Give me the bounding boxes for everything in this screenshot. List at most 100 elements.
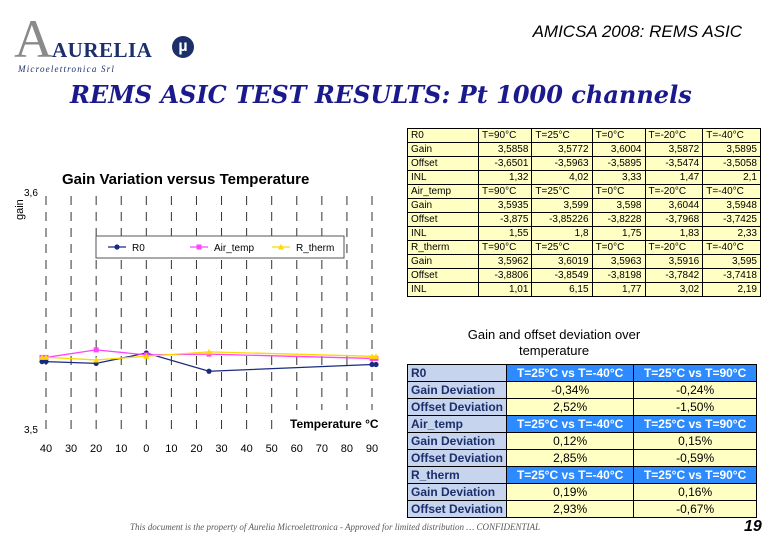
- table-cell: -3,7842: [644, 268, 704, 283]
- table-cell: -0,24%: [633, 381, 757, 399]
- legend-entry: R_therm: [296, 243, 334, 254]
- table-row: Gain 3,5858 3,5772 3,6004 3,5872 3,5895: [407, 142, 761, 157]
- table-cell: T=25°C vs T=-40°C: [506, 415, 635, 433]
- table-cell: 3,5963: [591, 254, 646, 269]
- chart-legend: R0 Air_temp R_therm: [95, 235, 345, 259]
- table-row: Offset -3,875 -3,85226 -3,8228 -3,7968 -3,742…: [407, 212, 761, 227]
- chart-x-tick-label: 50: [266, 443, 278, 455]
- table-row: Offset -3,6501 -3,5963 -3,5895 -3,5474 -3,505…: [407, 156, 761, 171]
- table-row: R_therm T=25°C vs T=-40°C T=25°C vs T=90°C: [406, 466, 757, 484]
- table-cell: 1,01: [477, 282, 533, 297]
- chart-x-tick-label: 40: [40, 443, 52, 455]
- table-cell: 2,85%: [506, 449, 635, 467]
- table-cell: -3,875: [477, 212, 533, 227]
- chart-x-tick-label: 20: [90, 443, 102, 455]
- table-cell: 3,02: [644, 282, 704, 297]
- table-cell: 3,5935: [477, 198, 533, 213]
- chart-data-point: [39, 354, 45, 360]
- table-cell: T=90°C: [477, 184, 533, 199]
- table-cell: 3,5916: [644, 254, 704, 269]
- chart-x-tick-label: 80: [341, 443, 353, 455]
- deviation-caption: Gain and offset deviation over temperatu…: [467, 327, 641, 358]
- table-cell: Offset Deviation: [406, 398, 508, 416]
- legend-entry: Air_temp: [214, 243, 254, 254]
- table-cell: 2,52%: [506, 398, 635, 416]
- table-cell: R0: [407, 128, 479, 143]
- chart-x-tick-label: 10: [165, 443, 177, 455]
- table-cell: 1,47: [644, 170, 704, 185]
- table-cell: Air_temp: [407, 184, 479, 199]
- chart-data-point: [93, 356, 100, 363]
- logo-name: AURELIA: [52, 38, 153, 62]
- table-cell: 3,6019: [531, 254, 593, 269]
- table-cell: Gain Deviation: [406, 432, 508, 450]
- table-cell: -3,85226: [531, 212, 593, 227]
- table-cell: 3,33: [591, 170, 646, 185]
- table-cell: T=-40°C: [702, 240, 761, 255]
- table-cell: INL: [407, 282, 479, 297]
- table-cell: 1,77: [591, 282, 646, 297]
- chart-xlabel-bg: [282, 410, 378, 436]
- table-row: Offset -3,8806 -3,8549 -3,8198 -3,7842 -3,741…: [407, 268, 761, 283]
- table-cell: T=0°C: [591, 184, 646, 199]
- table-row: Gain Deviation -0,34% -0,24%: [406, 381, 757, 399]
- table-cell: Gain: [407, 198, 479, 213]
- confidentiality-footer: This document is the property of Aurelia…: [130, 522, 540, 532]
- table-row: Gain 3,5962 3,6019 3,5963 3,5916 3,595: [407, 254, 761, 269]
- chart-data-point: [373, 361, 379, 368]
- table-cell: 2,1: [702, 170, 761, 185]
- table-cell: -3,5895: [591, 156, 646, 171]
- table-cell: 0,12%: [506, 432, 635, 450]
- table-cell: 1,8: [531, 226, 593, 241]
- table-cell: -3,8806: [477, 268, 533, 283]
- table-cell: 3,5895: [702, 142, 761, 157]
- chart-data-point: [373, 353, 379, 359]
- table-cell: 1,83: [644, 226, 704, 241]
- table-cell: 1,55: [477, 226, 533, 241]
- chart-data-point: [369, 353, 375, 359]
- table-cell: 0,19%: [506, 483, 635, 501]
- chart-y-tick-top: 3,6: [24, 188, 38, 199]
- legend-entry: R0: [132, 243, 145, 254]
- chart-data-point: [206, 368, 212, 374]
- table-cell: INL: [407, 226, 479, 241]
- chart-x-tick-label: 20: [190, 443, 202, 455]
- table-cell: Air_temp: [406, 415, 508, 433]
- table-cell: -1,50%: [633, 398, 757, 416]
- table-cell: 2,19: [702, 282, 761, 297]
- table-cell: 6,15: [531, 282, 593, 297]
- table-cell: T=25°C vs T=-40°C: [506, 466, 635, 484]
- legend-marker: [278, 244, 284, 250]
- chart-x-ticks: 40 30 20 10 0 10 20 30 40 50 60 70 80 90: [40, 443, 378, 455]
- table-cell: 0,16%: [633, 483, 757, 501]
- table-cell: R_therm: [406, 466, 508, 484]
- deviation-table: R0 T=25°C vs T=-40°C T=25°C vs T=90°C Gain …: [406, 364, 757, 518]
- table-cell: -3,7968: [644, 212, 704, 227]
- page-number: 19: [744, 518, 762, 535]
- table-row: INL 1,32 4,02 3,33 1,47 2,1: [407, 170, 761, 185]
- table-cell: T=25°C vs T=90°C: [633, 364, 757, 382]
- chart-data-point: [369, 361, 375, 368]
- table-cell: 1,75: [591, 226, 646, 241]
- chart-y-tick-bottom: 3,5: [24, 425, 38, 436]
- logo-subtitle: Microelettronica Srl: [18, 64, 116, 74]
- table-cell: -3,7425: [702, 212, 761, 227]
- chart-x-tick-label: 40: [240, 443, 252, 455]
- table-cell: Offset: [407, 268, 479, 283]
- table-cell: 1,32: [477, 170, 533, 185]
- logo-letter: A: [14, 9, 53, 69]
- table-cell: 3,599: [531, 198, 593, 213]
- table-row: Air_temp T=25°C vs T=-40°C T=25°C vs T=90°…: [406, 415, 757, 433]
- chart-x-axis-label: Temperature °C: [290, 417, 379, 431]
- table-cell: T=25°C vs T=90°C: [633, 415, 757, 433]
- chart-data-point: [43, 354, 49, 360]
- legend-marker: [196, 244, 202, 250]
- table-row: R0 T=90°C T=25°C T=0°C T=-20°C T=-40°C: [407, 128, 761, 143]
- table-cell: 3,5872: [644, 142, 704, 157]
- table-cell: Offset Deviation: [406, 449, 508, 467]
- table-cell: T=25°C: [531, 240, 593, 255]
- table-cell: 3,598: [591, 198, 646, 213]
- table-cell: Offset Deviation: [406, 500, 508, 518]
- legend-marker: [114, 244, 120, 250]
- table-cell: 0,15%: [633, 432, 757, 450]
